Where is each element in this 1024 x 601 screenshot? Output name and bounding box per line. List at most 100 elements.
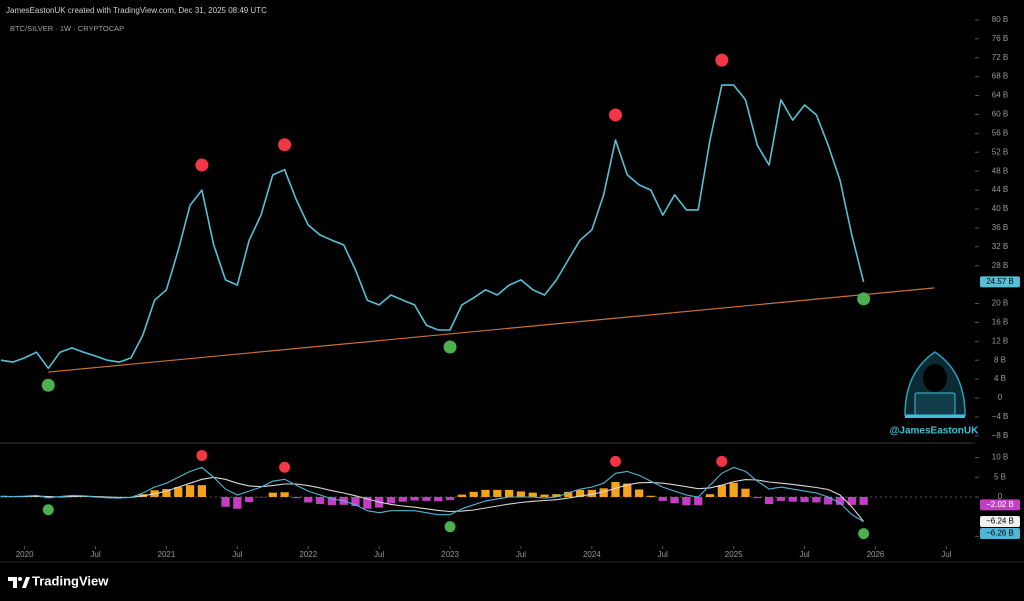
x-tick-label: 2026 [867,550,885,559]
histogram-bar [847,496,856,505]
last-value-label-box [980,276,1020,288]
histogram-bar [764,496,774,505]
histogram-bar [682,496,691,506]
histogram-bar [599,488,608,497]
x-tick-label: 2022 [299,550,317,559]
y-tick-label: 64 B [992,91,1008,100]
x-tick-label: 2025 [725,550,743,559]
bottom-marker [42,504,54,516]
histogram-bar [824,496,833,505]
histogram-bar [434,496,443,502]
histogram-bar [540,494,549,497]
macd-value-label-box [980,528,1020,540]
top-marker [716,455,728,467]
histogram-bar [587,489,596,497]
y-tick-label: 68 B [992,72,1008,81]
histogram-bar [835,496,845,505]
bottom-marker [41,378,55,392]
y-tick-label: 12 B [992,336,1008,345]
signal-line [1,476,865,522]
price-line [0,84,865,370]
histogram-bar [812,496,821,503]
y-tick-label: 0 [998,393,1003,402]
y-tick-label: 28 B [992,261,1008,270]
watermark-figure [904,351,966,418]
y-tick-label: 8 B [994,355,1006,364]
y-tick-label: 20 B [992,299,1008,308]
x-tick-label: Jul [516,550,526,559]
top-marker [608,108,622,122]
histogram-bar [800,496,809,503]
macd-line [0,466,864,523]
top-marker [195,158,209,172]
brand-logo [8,577,30,588]
histogram-bar [185,485,195,497]
histogram-bar [280,492,289,497]
y-tick-label: 48 B [992,166,1008,175]
histogram-bar [658,496,667,501]
histogram-bar [788,496,797,502]
top-marker [279,461,291,473]
histogram-bar [457,494,467,497]
last-value-label: 24.57 B [986,277,1014,286]
histogram-bar [717,485,726,497]
x-tick-label: Jul [941,550,951,559]
histogram-bar [646,495,656,497]
x-tick-label: 2020 [16,550,34,559]
histogram-bar [292,496,301,499]
histogram-bar [363,496,372,509]
histogram-bar [398,496,407,502]
y-tick-label: 16 B [992,318,1008,327]
histogram-bar [245,496,254,503]
bottom-marker [858,528,870,540]
y-tick-label: 44 B [992,185,1008,194]
histogram-bar [729,482,738,497]
histogram-bar [162,489,171,497]
top-marker [715,53,729,67]
x-tick-label: 2024 [583,550,601,559]
histogram-bar [422,496,431,501]
histogram-bar [504,489,514,497]
top-marker [278,138,292,152]
histogram-bar [670,496,679,504]
histogram-bar [493,489,502,497]
signal-value-label-box [980,516,1020,528]
y-tick-label: −8 B [992,431,1009,440]
histogram-bar [469,491,478,497]
y-tick-label: 36 B [992,223,1008,232]
watermark-text: @JamesEastonUK [890,426,979,437]
histogram-bar [564,491,573,497]
bottom-marker [443,340,457,354]
y-tick-label: −4 B [992,412,1009,421]
top-marker [609,455,621,467]
header-text: JamesEastonUK created with TradingView.c… [6,6,267,15]
histogram-bar [611,482,620,497]
histogram-bar [741,488,750,497]
histogram-bar [516,491,526,497]
y-tick-label: 72 B [992,53,1008,62]
x-tick-label: Jul [90,550,100,559]
trendline [48,287,935,373]
histogram-bar [221,496,230,507]
histogram-bar [753,496,762,499]
histogram-value-label: −2.02 B [986,500,1014,509]
signal-value-label: −6.24 B [986,517,1014,526]
x-tick-label: 2023 [441,550,459,559]
histogram-bar [351,496,360,507]
histogram-bar [315,496,325,505]
y-tick-label: 52 B [992,147,1008,156]
y-tick-label: 80 B [992,15,1008,24]
histogram-bar [552,494,561,497]
histogram-bar [634,489,644,497]
x-tick-label: Jul [232,550,242,559]
histogram-value-label-box [980,499,1020,511]
histogram-bar [528,492,537,497]
histogram-bar [386,496,396,504]
y-tick-label: 5 B [994,472,1006,481]
y-tick-label: 56 B [992,128,1008,137]
histogram-bar [268,492,277,497]
y-tick-label: 0 [998,492,1003,501]
x-tick-label: Jul [374,550,384,559]
